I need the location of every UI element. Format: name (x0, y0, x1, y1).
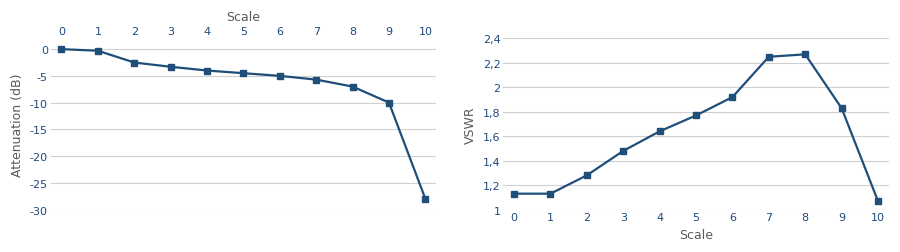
Y-axis label: Attenuation (dB): Attenuation (dB) (11, 73, 24, 176)
X-axis label: Scale: Scale (679, 228, 713, 241)
Y-axis label: VSWR: VSWR (464, 106, 477, 143)
X-axis label: Scale: Scale (227, 11, 260, 24)
